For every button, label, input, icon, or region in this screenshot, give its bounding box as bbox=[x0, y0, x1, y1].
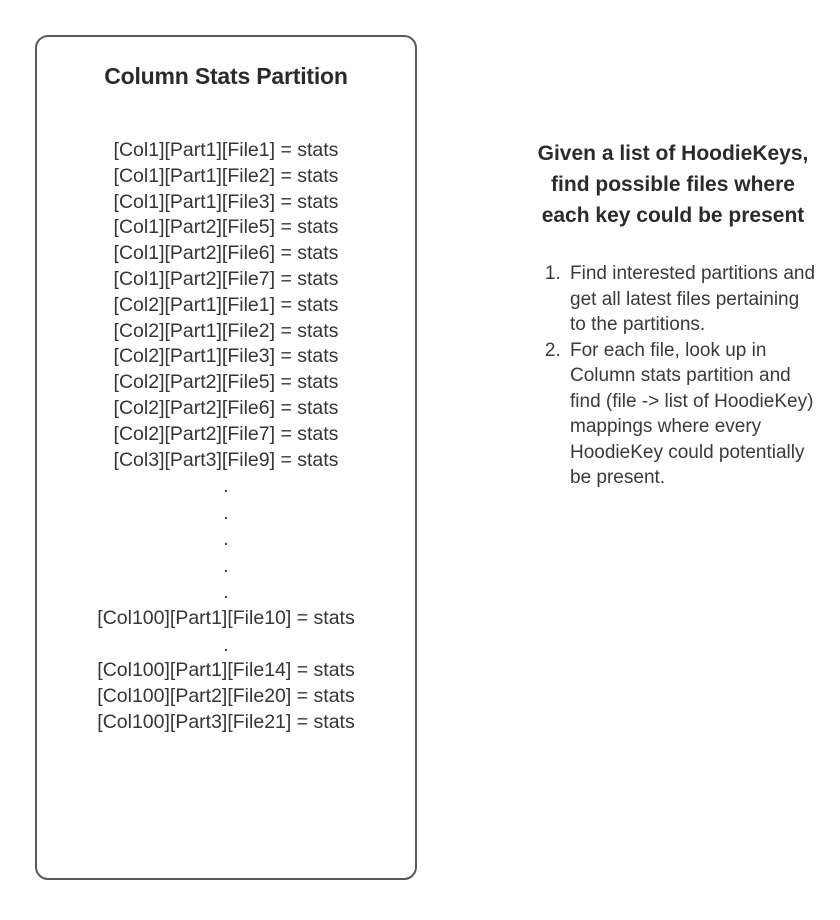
stats-entry: [Col2][Part2][File6] = stats bbox=[113, 396, 339, 419]
step-item: Find interested partitions and get all l… bbox=[566, 261, 818, 338]
stats-entry-list: [Col1][Part1][File1] = stats [Col1][Part1… bbox=[37, 138, 415, 736]
stats-entry: [Col1][Part2][File6] = stats bbox=[113, 242, 339, 265]
stats-entry: [Col2][Part1][File3] = stats bbox=[113, 345, 339, 368]
stats-ellipsis: . bbox=[223, 475, 229, 498]
stats-entry: [Col2][Part2][File7] = stats bbox=[113, 422, 339, 445]
stats-ellipsis: . bbox=[223, 554, 229, 577]
stats-ellipsis: . bbox=[223, 528, 229, 551]
stats-entry: [Col2][Part1][File2] = stats bbox=[113, 319, 339, 342]
column-stats-partition-panel: Column Stats Partition [Col1][Part1][Fil… bbox=[35, 35, 417, 880]
stats-entry: [Col100][Part1][File10] = stats bbox=[97, 606, 355, 629]
stats-entry: [Col1][Part2][File5] = stats bbox=[113, 216, 339, 239]
step-item: For each file, look up in Column stats p… bbox=[566, 338, 818, 491]
stats-ellipsis: . bbox=[223, 501, 229, 524]
stats-ellipsis: . bbox=[223, 581, 229, 604]
stats-entry: [Col100][Part2][File20] = stats bbox=[97, 684, 355, 707]
stats-entry: [Col2][Part1][File1] = stats bbox=[113, 293, 339, 316]
stats-ellipsis: . bbox=[223, 633, 229, 656]
stats-entry: [Col2][Part2][File5] = stats bbox=[113, 371, 339, 394]
panel-title: Column Stats Partition bbox=[104, 63, 348, 89]
right-heading: Given a list of HoodieKeys, find possibl… bbox=[537, 142, 809, 227]
stats-entry: [Col100][Part3][File21] = stats bbox=[97, 710, 355, 733]
right-column: Given a list of HoodieKeys, find possibl… bbox=[528, 138, 818, 491]
stats-entry: [Col1][Part2][File7] = stats bbox=[113, 267, 339, 290]
stats-entry: [Col100][Part1][File14] = stats bbox=[97, 659, 355, 682]
stats-entry: [Col1][Part1][File3] = stats bbox=[113, 190, 339, 213]
steps-list: Find interested partitions and get all l… bbox=[528, 261, 818, 491]
stats-entry: [Col1][Part1][File1] = stats bbox=[113, 139, 339, 161]
stats-entry: [Col3][Part3][File9] = stats bbox=[113, 448, 339, 471]
stats-entry: [Col1][Part1][File2] = stats bbox=[113, 164, 339, 187]
